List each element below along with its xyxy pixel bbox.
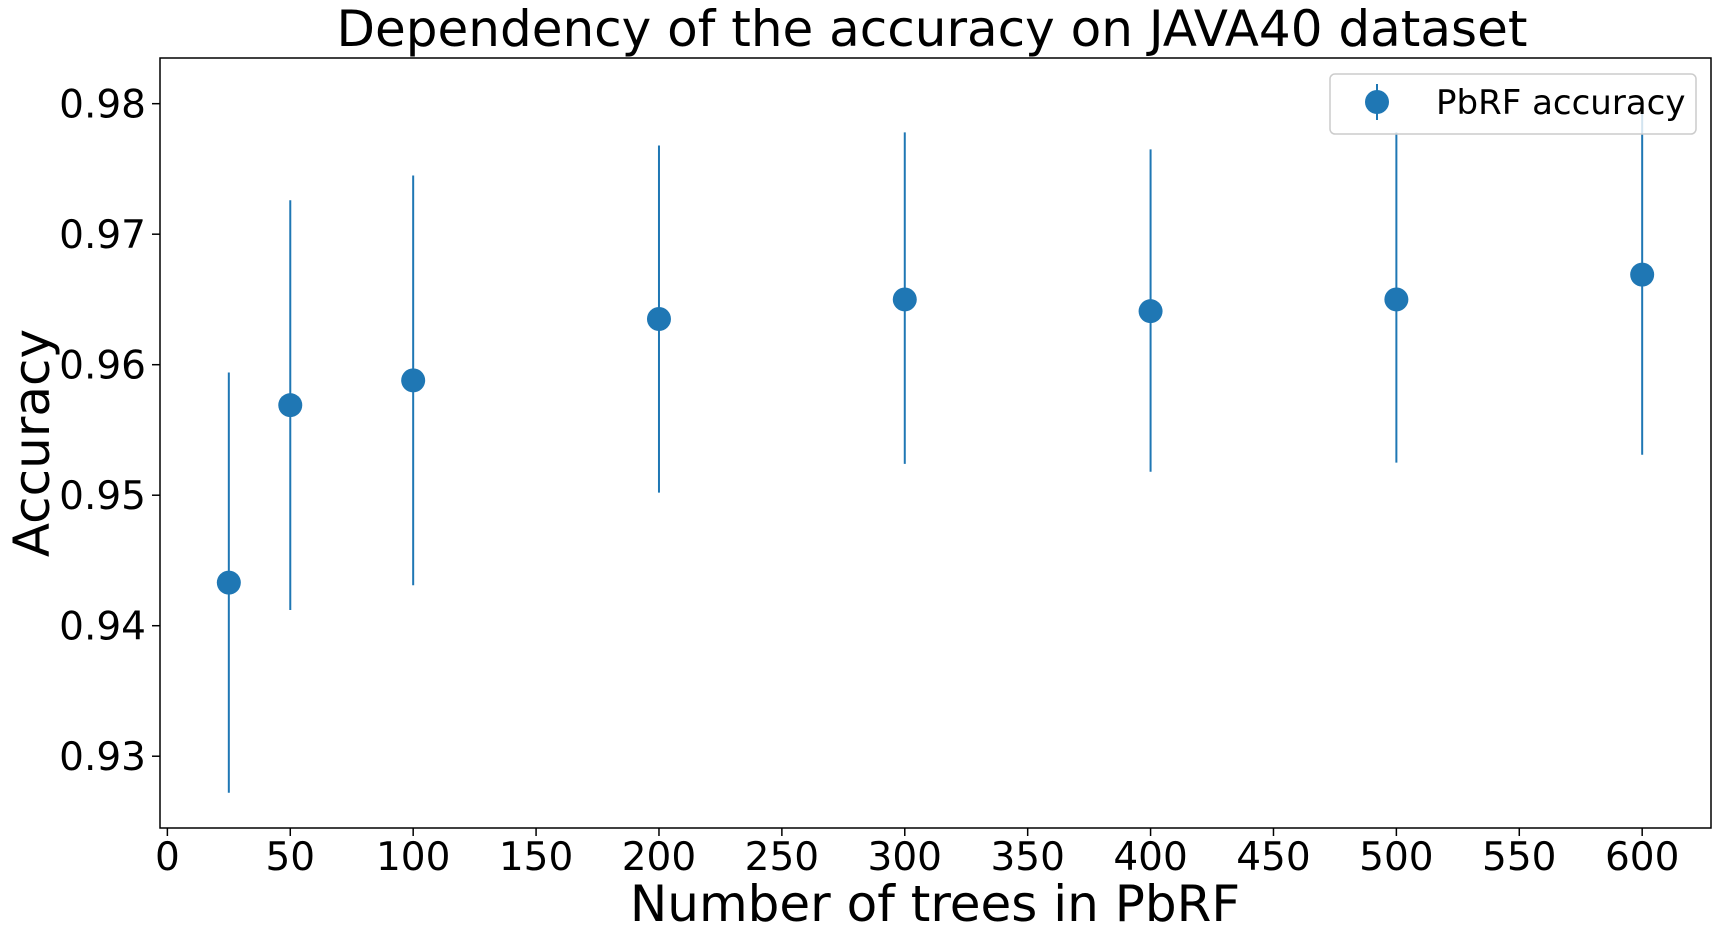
x-tick-label: 350 (990, 835, 1064, 880)
x-axis-ticks: 0 50 100 150 200 250 300 350 400 450 500 550 600 (155, 828, 1679, 880)
x-tick-label: 50 (265, 835, 315, 880)
data-point (278, 393, 303, 418)
legend: PbRF accuracy (1329, 73, 1697, 135)
data-point (1630, 262, 1655, 287)
data-point (1384, 287, 1409, 312)
data-point (1138, 299, 1163, 324)
data-point (216, 570, 241, 595)
y-axis-ticks: 0.93 0.94 0.95 0.96 0.97 0.98 (59, 83, 160, 780)
data-point (646, 307, 671, 332)
y-tick-label: 0.97 (59, 213, 146, 258)
x-tick-label: 600 (1605, 835, 1679, 880)
y-tick-label: 0.93 (59, 735, 146, 780)
chart-title: Dependency of the accuracy on JAVA40 dat… (337, 0, 1528, 58)
x-tick-label: 550 (1482, 835, 1556, 880)
x-tick-label: 300 (868, 835, 942, 880)
data-point (892, 287, 917, 312)
x-axis-label: Number of trees in PbRF (630, 875, 1240, 933)
y-tick-label: 0.95 (59, 474, 146, 519)
data-points (216, 262, 1655, 595)
y-tick-label: 0.96 (59, 344, 146, 389)
x-tick-label: 250 (745, 835, 819, 880)
x-tick-label: 0 (155, 835, 180, 880)
legend-box (1329, 73, 1697, 135)
x-tick-label: 400 (1113, 835, 1187, 880)
legend-label: PbRF accuracy (1436, 83, 1685, 123)
y-tick-label: 0.94 (59, 605, 146, 650)
x-tick-label: 100 (376, 835, 450, 880)
x-tick-label: 450 (1236, 835, 1310, 880)
y-tick-label: 0.98 (59, 83, 146, 128)
legend-marker (1365, 90, 1389, 114)
x-tick-label: 150 (499, 835, 573, 880)
y-axis-label: Accuracy (3, 329, 61, 557)
plot-area-frame (159, 57, 1712, 829)
x-tick-label: 500 (1359, 835, 1433, 880)
x-tick-label: 200 (622, 835, 696, 880)
data-point (401, 368, 426, 393)
